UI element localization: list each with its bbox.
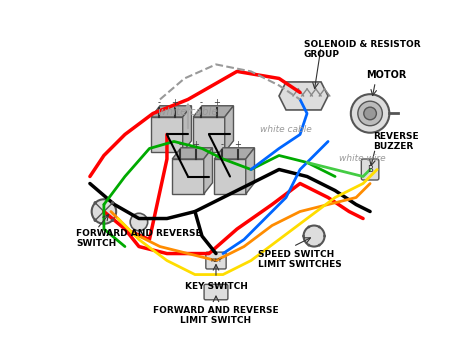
Polygon shape <box>214 159 246 194</box>
Circle shape <box>93 201 97 205</box>
Polygon shape <box>182 106 191 152</box>
Polygon shape <box>193 106 234 117</box>
Text: +: + <box>235 140 241 149</box>
Text: SOLENOID & RESISTOR
GROUP: SOLENOID & RESISTOR GROUP <box>303 40 420 59</box>
Text: B: B <box>367 165 373 174</box>
Circle shape <box>351 94 389 133</box>
Polygon shape <box>193 117 225 152</box>
Polygon shape <box>172 148 212 159</box>
FancyBboxPatch shape <box>204 285 228 300</box>
Circle shape <box>303 226 325 246</box>
Text: +: + <box>172 98 178 107</box>
Circle shape <box>364 107 376 120</box>
Circle shape <box>323 235 326 238</box>
Text: FORWARD AND REVERSE
SWITCH: FORWARD AND REVERSE SWITCH <box>76 229 201 249</box>
Polygon shape <box>204 148 212 194</box>
Text: -: - <box>220 140 224 149</box>
Text: KEY: KEY <box>210 258 222 263</box>
Polygon shape <box>151 106 191 117</box>
Polygon shape <box>172 159 204 194</box>
Text: -: - <box>157 98 161 107</box>
Text: +: + <box>192 140 199 149</box>
Circle shape <box>91 199 116 224</box>
Polygon shape <box>246 148 255 194</box>
Circle shape <box>111 201 114 205</box>
Polygon shape <box>151 117 182 152</box>
Text: SPEED SWITCH
LIMIT SWITCHES: SPEED SWITCH LIMIT SWITCHES <box>258 250 342 269</box>
Polygon shape <box>279 82 328 110</box>
Circle shape <box>302 235 305 238</box>
FancyBboxPatch shape <box>361 159 379 180</box>
Polygon shape <box>214 148 255 159</box>
Text: -: - <box>200 98 202 107</box>
FancyBboxPatch shape <box>206 252 226 269</box>
Polygon shape <box>225 106 234 152</box>
Text: white cable: white cable <box>158 107 218 117</box>
Text: FORWARD AND REVERSE
LIMIT SWITCH: FORWARD AND REVERSE LIMIT SWITCH <box>153 306 279 325</box>
Text: KEY SWITCH: KEY SWITCH <box>184 282 247 291</box>
Text: white cable: white cable <box>260 125 312 134</box>
Circle shape <box>93 219 97 222</box>
Text: -: - <box>179 140 182 149</box>
Circle shape <box>308 244 310 246</box>
Text: MOTOR: MOTOR <box>366 70 407 80</box>
Circle shape <box>318 226 321 228</box>
Circle shape <box>308 226 310 228</box>
Circle shape <box>130 213 148 231</box>
Circle shape <box>358 101 383 126</box>
Circle shape <box>318 244 321 246</box>
Text: REVERSE
BUZZER: REVERSE BUZZER <box>374 132 419 151</box>
Circle shape <box>111 219 114 222</box>
Text: +: + <box>213 98 220 107</box>
Text: white wire: white wire <box>338 155 385 163</box>
